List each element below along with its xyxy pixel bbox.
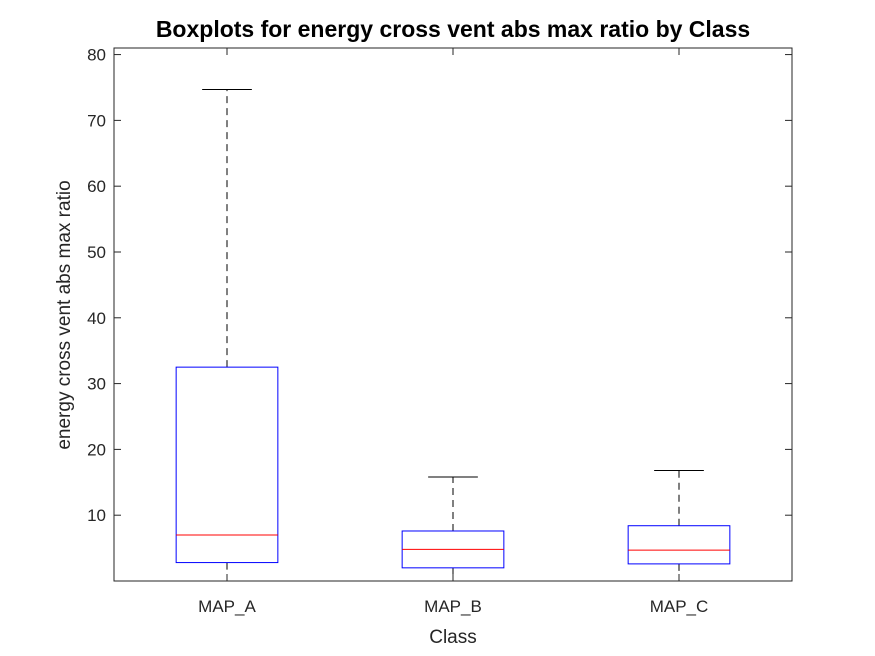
chart-title: Boxplots for energy cross vent abs max r…: [156, 16, 750, 42]
x-axis-label: Class: [429, 627, 477, 648]
box-iqr: [627, 525, 731, 565]
y-tick-label: 40: [87, 309, 106, 328]
x-tick-label: MAP_B: [424, 597, 482, 616]
box-group: [627, 469, 731, 582]
y-tick-label: 60: [87, 177, 106, 196]
x-tick-label: MAP_A: [198, 597, 256, 616]
x-tick-label: MAP_C: [650, 597, 709, 616]
plot-area: [175, 88, 731, 582]
y-axis-label: energy cross vent abs max ratio: [54, 180, 75, 449]
x-axis: MAP_A MAP_B MAP_C: [198, 48, 708, 616]
box-group: [175, 88, 279, 582]
y-tick-label: 80: [87, 46, 106, 65]
box-iqr: [175, 366, 279, 564]
y-tick-label: 50: [87, 243, 106, 262]
y-tick-label: 20: [87, 440, 106, 459]
box-group: [401, 476, 505, 582]
y-axis: 10 20 30 40 50 60 70 80: [87, 46, 792, 525]
y-tick-label: 30: [87, 375, 106, 394]
y-tick-label: 70: [87, 111, 106, 130]
y-tick-label: 10: [87, 506, 106, 525]
